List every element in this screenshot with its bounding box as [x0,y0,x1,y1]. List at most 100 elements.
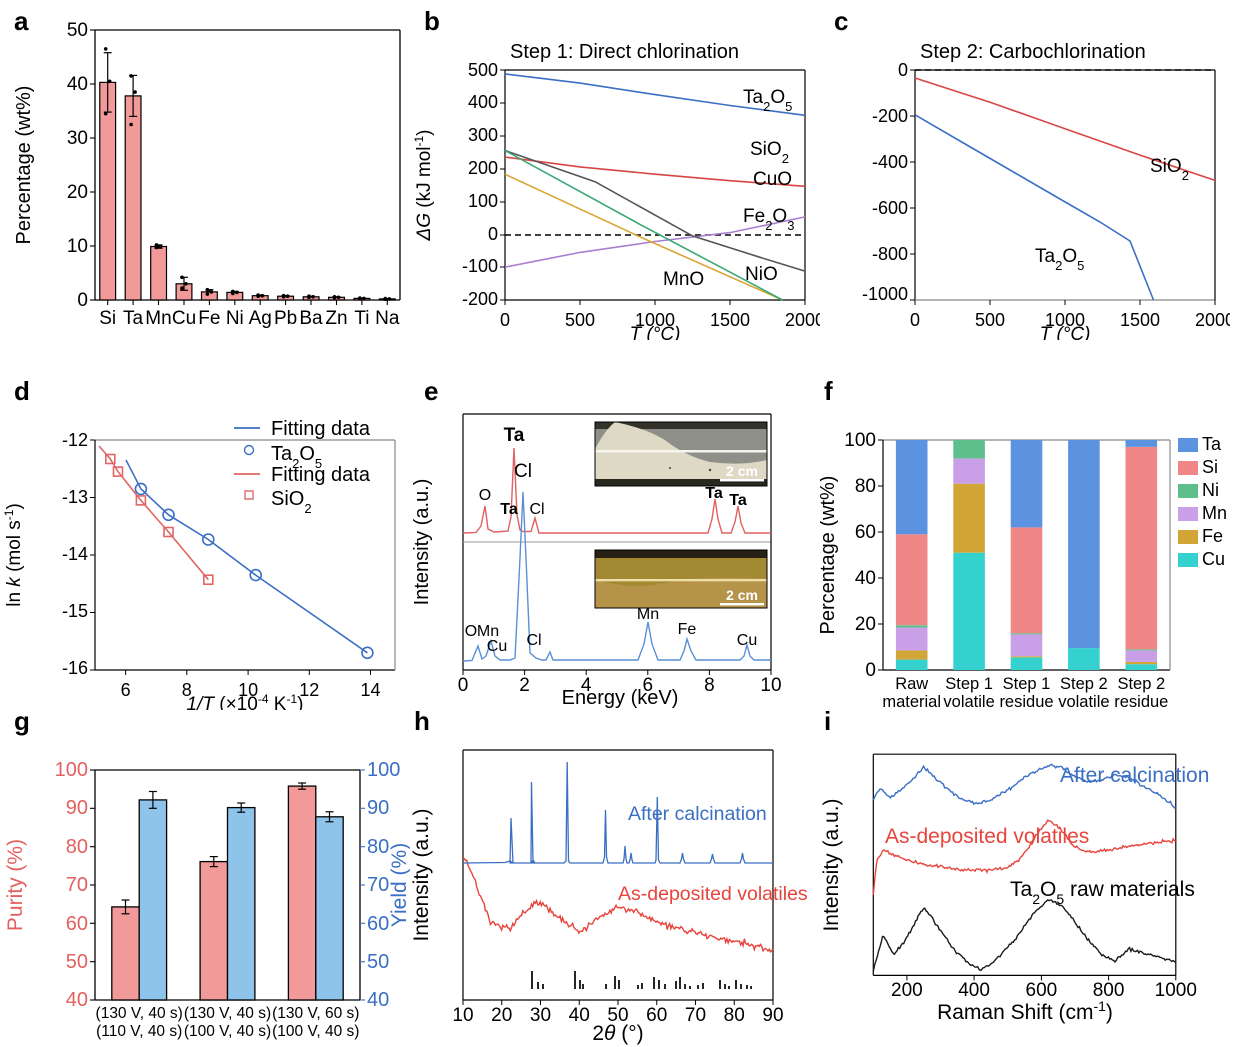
svg-text:0: 0 [500,310,510,330]
svg-text:40: 40 [855,568,876,589]
svg-text:10: 10 [760,675,781,696]
svg-text:(130 V, 40 s): (130 V, 40 s) [184,1005,271,1022]
svg-text:2 cm: 2 cm [726,587,758,603]
svg-text:Ta: Ta [500,501,518,518]
svg-text:MnO: MnO [663,269,704,290]
svg-text:600: 600 [1026,980,1058,1001]
svg-text:Fitting data: Fitting data [271,464,371,486]
svg-text:Yield (%): Yield (%) [388,843,410,927]
svg-text:0: 0 [458,675,469,696]
svg-text:Fe: Fe [198,308,220,329]
svg-text:Ta2O5: Ta2O5 [1035,246,1084,273]
svg-text:T (°C): T (°C) [1040,324,1091,340]
svg-text:20: 20 [855,614,876,635]
svg-text:100: 100 [844,430,876,451]
svg-text:SiO2: SiO2 [750,139,789,166]
svg-text:ΔG (kJ mol-1): ΔG (kJ mol-1) [412,129,435,241]
svg-text:-400: -400 [872,152,908,172]
svg-text:100: 100 [367,759,400,781]
svg-text:Mn: Mn [637,606,659,623]
svg-text:40: 40 [569,1005,590,1026]
svg-text:70: 70 [685,1005,706,1026]
svg-text:90: 90 [66,797,88,819]
svg-text:-200: -200 [872,106,908,126]
svg-text:(130 V, 40 s): (130 V, 40 s) [96,1005,183,1022]
svg-text:Fitting data: Fitting data [271,418,371,440]
svg-text:50: 50 [367,951,389,973]
svg-text:-600: -600 [872,198,908,218]
svg-text:-1000: -1000 [862,284,908,304]
svg-text:Ta: Ta [705,485,723,502]
svg-text:Purity (%): Purity (%) [4,839,27,931]
svg-text:60: 60 [367,913,389,935]
svg-text:20: 20 [491,1005,512,1026]
svg-text:100: 100 [468,191,498,211]
svg-text:-16: -16 [62,658,88,678]
svg-text:Cu: Cu [1202,549,1225,569]
svg-text:Si: Si [99,308,116,329]
svg-text:30: 30 [530,1005,551,1026]
svg-text:Mn: Mn [1202,503,1227,523]
svg-text:2000: 2000 [1195,310,1230,330]
svg-text:200: 200 [468,158,498,178]
svg-text:Ta2O5: Ta2O5 [743,87,792,114]
svg-text:SiO2: SiO2 [271,488,312,516]
svg-text:-12: -12 [62,430,88,450]
svg-text:400: 400 [958,980,990,1001]
svg-text:14: 14 [360,680,380,700]
svg-text:-800: -800 [872,244,908,264]
svg-text:500: 500 [975,310,1005,330]
svg-text:8: 8 [704,675,715,696]
svg-text:(130 V, 60 s): (130 V, 60 s) [272,1005,359,1022]
svg-text:6: 6 [121,680,131,700]
svg-text:Ta2O5 raw materials: Ta2O5 raw materials [1010,878,1195,907]
svg-text:Ta: Ta [123,308,144,329]
svg-text:Zn: Zn [325,308,347,329]
svg-text:-200: -200 [462,289,498,309]
svg-text:40: 40 [367,989,389,1011]
svg-text:70: 70 [367,874,389,896]
svg-text:80: 80 [724,1005,745,1026]
svg-text:1500: 1500 [1120,310,1160,330]
svg-text:Ta: Ta [504,425,525,446]
svg-text:90: 90 [762,1005,783,1026]
svg-text:0: 0 [488,224,498,244]
svg-text:ln k (mol s-1): ln k (mol s-1) [2,503,25,607]
svg-text:0: 0 [865,660,876,681]
svg-text:Intensity (a.u.): Intensity (a.u.) [820,798,843,931]
svg-text:-14: -14 [62,544,88,564]
svg-text:Cl: Cl [529,501,544,518]
svg-text:2 cm: 2 cm [726,463,758,479]
svg-text:Intensity (a.u.): Intensity (a.u.) [411,479,433,606]
svg-text:Ba: Ba [299,308,323,329]
svg-text:10: 10 [452,1005,473,1026]
svg-text:Mn: Mn [145,308,171,329]
svg-text:Cu: Cu [737,632,757,649]
svg-text:Ni: Ni [1202,480,1219,500]
svg-text:70: 70 [66,874,88,896]
svg-text:After calcination: After calcination [1060,764,1209,787]
svg-text:200: 200 [891,980,923,1001]
svg-text:-13: -13 [62,487,88,507]
svg-text:0: 0 [910,310,920,330]
svg-text:Fe: Fe [1202,526,1223,546]
svg-text:80: 80 [367,836,389,858]
svg-text:2000: 2000 [785,310,820,330]
svg-text:-100: -100 [462,256,498,276]
svg-text:60: 60 [66,913,88,935]
svg-text:90: 90 [367,797,389,819]
svg-text:As-deposited volatiles: As-deposited volatiles [618,883,808,905]
svg-text:Na: Na [375,308,400,329]
svg-text:0: 0 [77,290,88,311]
svg-text:(100 V, 40 s): (100 V, 40 s) [272,1023,359,1040]
svg-text:Raw: Raw [895,675,928,693]
svg-text:(100 V, 40 s): (100 V, 40 s) [184,1023,271,1040]
svg-text:Fe: Fe [678,621,697,638]
svg-text:Step 1: Direct chlorination: Step 1: Direct chlorination [510,41,739,63]
svg-text:Step 2: Carbochlorination: Step 2: Carbochlorination [920,41,1146,63]
svg-text:Ni: Ni [226,308,244,329]
svg-text:Cu: Cu [487,638,507,655]
svg-text:Intensity (a.u.): Intensity (a.u.) [410,808,433,941]
svg-text:After calcination: After calcination [628,803,767,825]
svg-text:80: 80 [855,476,876,497]
